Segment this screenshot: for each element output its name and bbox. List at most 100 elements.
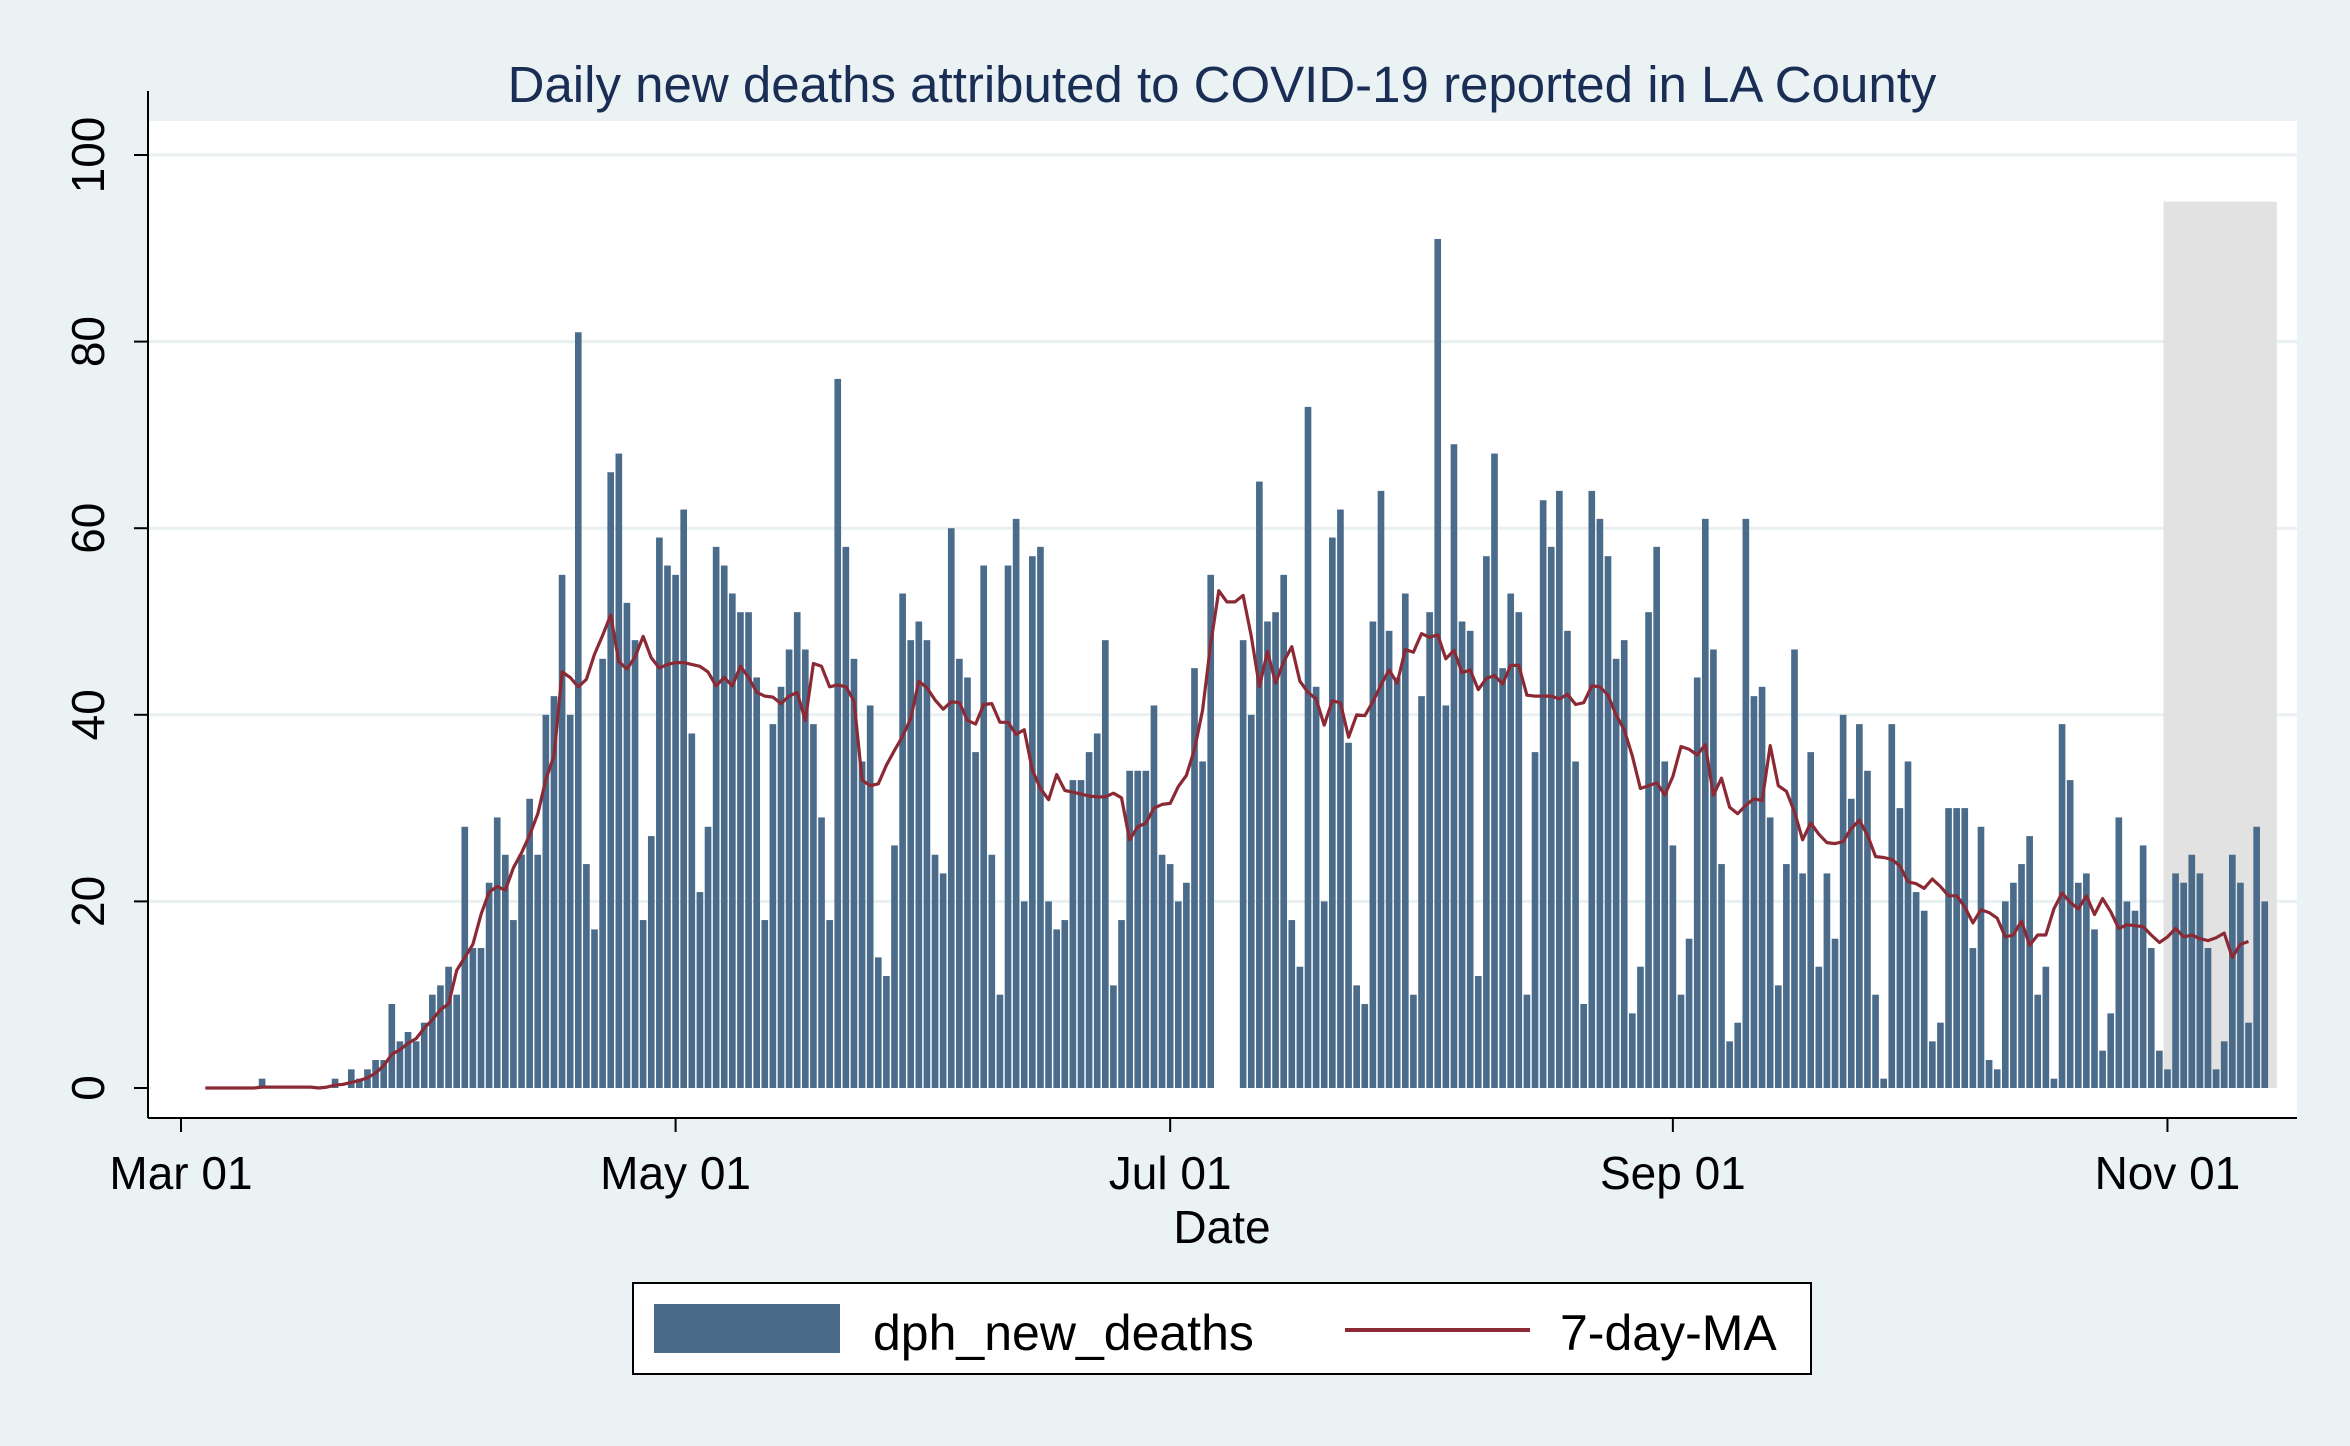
bar	[1191, 668, 1198, 1088]
bar	[1888, 724, 1896, 1088]
bar	[1864, 770, 1871, 1088]
bar	[704, 826, 712, 1088]
bar	[1710, 649, 1717, 1088]
bar	[1985, 1060, 1993, 1088]
bar	[1304, 406, 1312, 1088]
bar	[1531, 752, 1539, 1088]
bar	[777, 686, 785, 1088]
bar	[550, 696, 558, 1088]
bar	[2026, 836, 2033, 1088]
bar	[1458, 621, 1466, 1088]
legend-bar-swatch	[654, 1304, 840, 1353]
bar	[1807, 752, 1815, 1088]
bar	[1134, 770, 1142, 1088]
bar-series	[258, 238, 2269, 1089]
bar	[1564, 630, 1571, 1088]
bar	[1823, 873, 1831, 1088]
bar	[2066, 780, 2074, 1088]
bar	[947, 528, 955, 1088]
bar	[412, 1041, 420, 1088]
bar	[729, 593, 736, 1088]
bar	[1174, 901, 1182, 1088]
bar	[1580, 1004, 1588, 1088]
bar	[1101, 640, 1109, 1088]
bar	[2245, 1022, 2252, 1088]
bar	[526, 798, 533, 1088]
bar	[607, 472, 615, 1089]
bar	[672, 574, 679, 1088]
bar	[477, 948, 485, 1088]
bar	[2172, 873, 2179, 1088]
bar	[1272, 612, 1279, 1088]
bar	[583, 864, 590, 1088]
bar	[834, 378, 842, 1088]
bar	[680, 509, 688, 1088]
bar	[818, 817, 825, 1088]
bar	[1207, 574, 1215, 1088]
bar	[623, 602, 631, 1088]
bar	[1353, 985, 1360, 1088]
bar	[453, 994, 460, 1088]
bar	[1791, 649, 1798, 1088]
bar	[1912, 892, 1920, 1088]
bar	[1572, 761, 1579, 1088]
bar	[388, 1004, 396, 1088]
bar	[1653, 546, 1660, 1088]
bar	[420, 1022, 428, 1088]
x-tick-label: Sep 01	[1600, 1147, 1746, 1199]
bar	[1296, 966, 1304, 1088]
bar	[2139, 845, 2147, 1088]
bar	[939, 873, 947, 1088]
bar	[737, 612, 744, 1088]
bar	[2107, 1013, 2115, 1088]
bar	[1020, 901, 1028, 1088]
bar	[1118, 920, 1125, 1088]
y-tick-label: 20	[62, 876, 114, 927]
bar	[1474, 976, 1482, 1088]
bar	[923, 640, 931, 1088]
bar	[542, 714, 550, 1088]
bar	[1312, 686, 1320, 1088]
y-tick-label: 40	[62, 689, 114, 740]
bar	[1645, 612, 1652, 1088]
bar	[2058, 724, 2066, 1088]
bar	[826, 920, 833, 1088]
bar	[429, 994, 436, 1088]
bar	[980, 565, 988, 1088]
bar	[1847, 798, 1855, 1088]
bar	[1839, 714, 1847, 1088]
bar	[493, 817, 501, 1088]
bar	[356, 1078, 363, 1088]
bar	[1491, 453, 1498, 1088]
bar	[2115, 817, 2123, 1088]
bar	[1345, 742, 1352, 1088]
line-series	[205, 589, 2250, 1090]
bar	[1142, 770, 1150, 1088]
bar	[1037, 546, 1044, 1088]
bar	[647, 836, 655, 1088]
bar	[1320, 901, 1328, 1088]
bar	[712, 546, 720, 1088]
bar	[1483, 556, 1490, 1088]
bar	[1718, 864, 1725, 1088]
bar	[1620, 640, 1628, 1088]
bar	[1337, 509, 1344, 1088]
bar	[1004, 565, 1012, 1088]
bar	[1150, 705, 1158, 1088]
bar	[988, 854, 996, 1088]
bar	[1061, 920, 1069, 1088]
bar	[1872, 994, 1879, 1088]
x-tick-label: May 01	[600, 1147, 751, 1199]
legend-line-label: 7-day-MA	[1560, 1305, 1777, 1361]
bar	[891, 845, 898, 1088]
bar	[510, 920, 517, 1088]
bar	[1247, 714, 1255, 1088]
bar	[1969, 948, 1977, 1088]
bar	[615, 453, 623, 1088]
bar	[1450, 444, 1458, 1089]
bar	[1904, 761, 1912, 1088]
bar	[1126, 770, 1133, 1088]
legend: dph_new_deaths 7-day-MA	[632, 1282, 1812, 1375]
bar	[1556, 490, 1563, 1088]
bar	[1393, 677, 1401, 1088]
